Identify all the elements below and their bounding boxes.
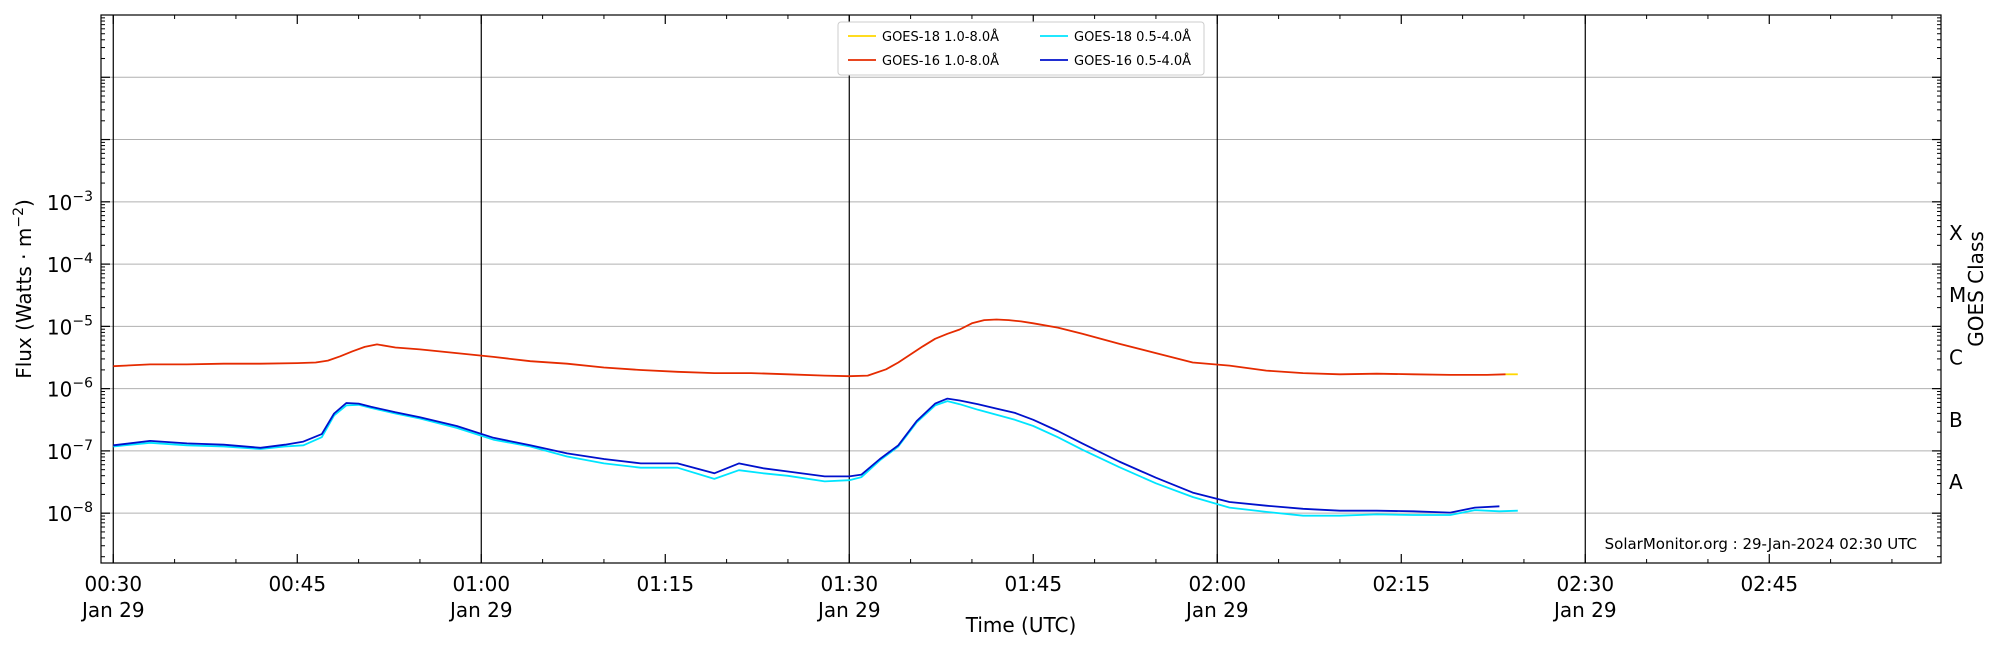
x-tick-label: 01:45 [1004,572,1062,596]
y-tick-label: 10−6 [47,376,93,402]
goes-class-axis-title: GOES Class [1964,231,1988,347]
goes-class-labels: X M C B A [1949,221,1966,494]
y-tick-label: 10−5 [47,313,93,339]
series-line [113,400,1518,517]
x-tick-label: 01:15 [636,572,694,596]
x-tick-label: 02:15 [1372,572,1430,596]
x-tick-label: 02:00 [1188,572,1246,596]
y-tick-label: 10−8 [47,500,93,526]
x-tick-date-label: Jan 29 [1184,598,1249,622]
axis-ticks [101,15,1941,563]
legend: GOES-18 1.0-8.0Å GOES-16 1.0-8.0Å GOES-18 … [837,21,1205,76]
goes-class-label: C [1949,346,1963,370]
x-tick-label: 02:45 [1740,572,1798,596]
x-tick-label: 01:00 [452,572,510,596]
y-axis-title-superscript: −2 [11,207,27,228]
x-tick-date-label: Jan 29 [80,598,145,622]
goes-class-label: X [1949,221,1963,245]
x-tick-date-label: Jan 29 [1552,598,1617,622]
y-tick-label: 10−3 [47,189,93,215]
x-tick-date-label: Jan 29 [448,598,513,622]
y-tick-label: 10−4 [47,251,93,277]
x-axis-title: Time (UTC) [965,613,1077,637]
series-lines [113,318,1518,517]
y-axis-title: Flux (Watts · m−2) [11,199,36,379]
legend-box [837,21,1205,76]
legend-label: GOES-18 0.5-4.0Å [1074,29,1191,45]
grid-lines [101,76,1941,514]
y-tick-label: 10−7 [47,438,93,464]
x-tick-label: 01:30 [820,572,878,596]
x-tick-label: 00:45 [268,572,326,596]
y-tick-labels: 10−3 10−4 10−5 10−6 10−7 10−8 [47,189,93,526]
legend-label: GOES-16 0.5-4.0Å [1074,53,1191,69]
legend-label: GOES-18 1.0-8.0Å [882,29,999,45]
x-tick-label: 00:30 [84,572,142,596]
goes-class-label: M [1949,283,1966,307]
goes-class-label: A [1949,470,1963,494]
goes-class-label: B [1949,408,1963,432]
legend-label: GOES-16 1.0-8.0Å [882,53,999,69]
plot-background [101,15,1941,563]
series-line [113,318,1506,378]
credit-text: SolarMonitor.org : 29-Jan-2024 02:30 UTC [1605,535,1917,553]
day-marker-lines [112,15,1586,563]
x-tick-label: 02:30 [1556,572,1614,596]
series-line [113,397,1500,514]
x-tick-date-label: Jan 29 [816,598,881,622]
